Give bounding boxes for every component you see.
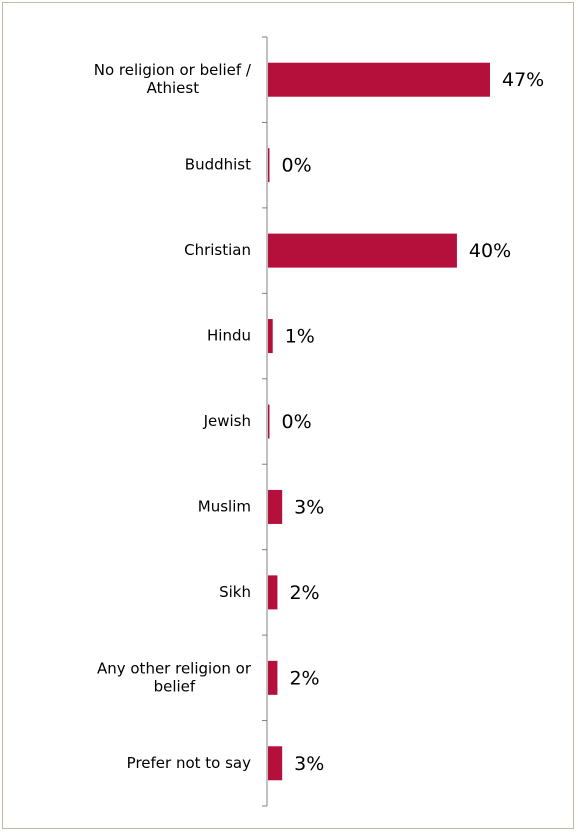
category-label: Buddhist <box>185 156 251 174</box>
value-label: 47% <box>502 69 544 91</box>
category-label: Any other religion or <box>97 659 252 677</box>
bar-8 <box>268 746 283 781</box>
bar-0 <box>268 62 490 97</box>
value-label: 40% <box>469 240 511 262</box>
bar-7 <box>268 660 278 695</box>
category-label: Jewish <box>203 412 251 430</box>
bar-2 <box>268 233 457 268</box>
bar-3 <box>268 319 273 354</box>
category-label: belief <box>154 677 196 695</box>
category-label: Prefer not to say <box>127 754 251 772</box>
value-label: 3% <box>294 496 324 518</box>
value-label: 2% <box>289 582 319 604</box>
category-label: No religion or belief / <box>94 61 252 79</box>
category-label: Christian <box>184 241 251 259</box>
bar-4 <box>268 404 270 439</box>
bar-6 <box>268 575 278 610</box>
category-label: Sikh <box>219 583 251 601</box>
religion-bar-chart: No religion or belief /Athiest 47% Buddhis… <box>94 36 544 807</box>
category-label: Athiest <box>147 79 200 97</box>
value-label: 0% <box>282 155 312 177</box>
bar-5 <box>268 489 283 524</box>
bar-1 <box>268 148 270 183</box>
value-label: 3% <box>294 753 324 775</box>
category-label: Hindu <box>207 327 251 345</box>
value-label: 1% <box>285 326 315 348</box>
category-label: Muslim <box>198 497 251 515</box>
value-label: 0% <box>282 411 312 433</box>
value-label: 2% <box>289 667 319 689</box>
